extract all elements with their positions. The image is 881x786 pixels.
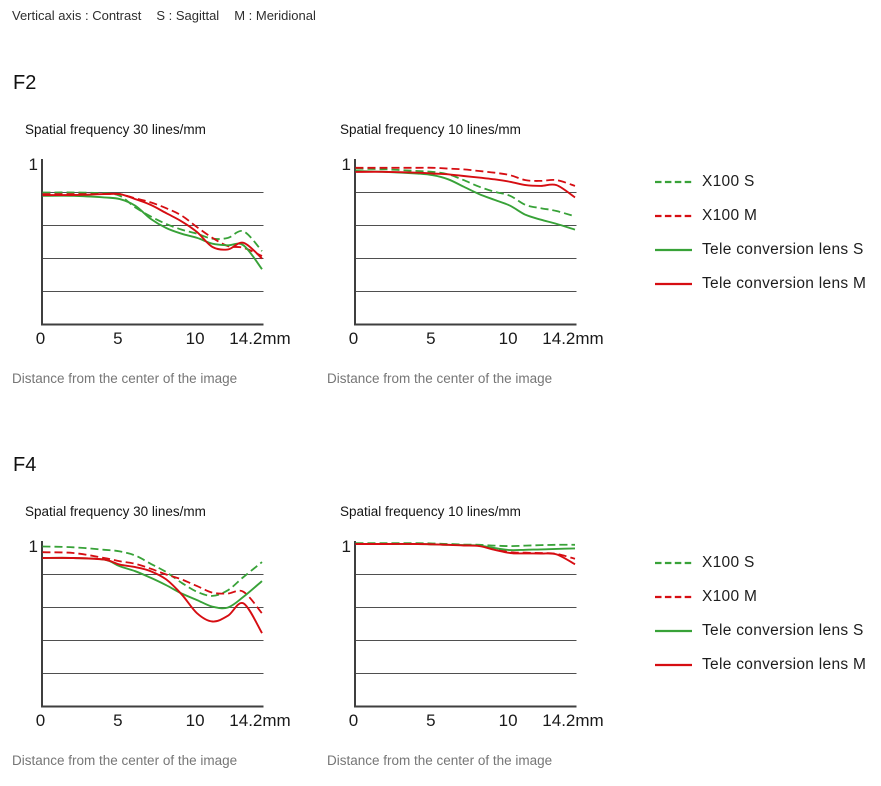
section-label-f4: F4 (13, 454, 37, 476)
x-tick-label-10: 10 (185, 329, 205, 348)
x-tick-label-5: 5 (113, 711, 123, 730)
curve-x100-s (355, 167, 576, 218)
axis-caption: Distance from the center of the image (327, 753, 553, 768)
legend-label: Tele conversion lens M (702, 656, 867, 673)
x-axis-ticks: 0 5 10 14.2mm (36, 711, 291, 733)
curve-tele-conversion-lens-m (42, 556, 263, 634)
chart-title: Spatial frequency 30 lines/mm (25, 504, 206, 519)
curve-tele-conversion-lens-s (42, 194, 263, 270)
x-tick-label-0: 0 (348, 329, 359, 348)
note-sagittal: S : Sagittal (156, 8, 220, 23)
y-axis-tick-label: 1 (341, 155, 351, 174)
legend-label: Tele conversion lens M (702, 275, 867, 292)
legend-item: Tele conversion lens M (655, 267, 881, 301)
curve-tele-conversion-lens-m (42, 192, 263, 260)
x-tick-label-14.2mm: 14.2mm (542, 329, 604, 348)
mtf-plot (41, 159, 264, 326)
curve-x100-m (42, 551, 263, 614)
x-tick-label-0: 0 (348, 711, 359, 730)
legend-label: Tele conversion lens S (702, 622, 864, 639)
legend-solid-green-line (655, 248, 692, 252)
axis-caption: Distance from the center of the image (12, 371, 238, 386)
y-axis-tick-label: 1 (28, 155, 38, 174)
x-tick-label-14.2mm: 14.2mm (229, 711, 291, 730)
curve-x100-s (42, 545, 263, 597)
legend-solid-red-line (655, 282, 692, 286)
chart-title: Spatial frequency 10 lines/mm (340, 122, 521, 137)
x-tick-label-10: 10 (498, 329, 518, 348)
legend-label: X100 M (702, 207, 758, 224)
mtf-plot (354, 541, 577, 708)
curve-x100-m (355, 166, 576, 187)
chart-title: Spatial frequency 30 lines/mm (25, 122, 206, 137)
x-tick-label-0: 0 (35, 329, 46, 348)
legend-item: X100 S (655, 165, 881, 199)
note-meridional: M : Meridional (234, 8, 316, 23)
x-tick-label-10: 10 (185, 711, 205, 730)
legend-dashed-green-line (655, 180, 692, 184)
legend-item: Tele conversion lens S (655, 614, 881, 648)
legend-item: X100 S (655, 546, 881, 580)
curve-x100-s (42, 191, 263, 252)
legend-label: X100 S (702, 554, 755, 571)
legend-label: Tele conversion lens S (702, 241, 864, 258)
note-contrast: Vertical axis : Contrast (12, 8, 142, 23)
axis-caption: Distance from the center of the image (12, 753, 238, 768)
axis-caption: Distance from the center of the image (327, 371, 553, 386)
legend-item: Tele conversion lens S (655, 233, 881, 267)
legend-item: X100 M (655, 580, 881, 614)
legend-solid-red-line (655, 663, 692, 667)
legend-dashed-red-line (655, 214, 692, 218)
x-tick-label-14.2mm: 14.2mm (229, 329, 291, 348)
legend: X100 S X100 M Tele conversion lens S Tele c… (655, 546, 881, 682)
curve-x100-m (42, 192, 263, 257)
x-tick-label-0: 0 (35, 711, 46, 730)
x-axis-ticks: 0 5 10 14.2mm (349, 711, 604, 733)
curve-tele-conversion-lens-m (355, 543, 576, 566)
legend-solid-green-line (655, 629, 692, 633)
legend-item: X100 M (655, 199, 881, 233)
legend: X100 S X100 M Tele conversion lens S Tele c… (655, 165, 881, 301)
curve-tele-conversion-lens-m (355, 170, 576, 199)
mtf-plot (354, 159, 577, 326)
legend-label: X100 S (702, 173, 755, 190)
legend-label: X100 M (702, 588, 758, 605)
legend-dashed-red-line (655, 595, 692, 599)
y-axis-tick-label: 1 (28, 537, 38, 556)
mtf-plot (41, 541, 264, 708)
x-tick-label-14.2mm: 14.2mm (542, 711, 604, 730)
x-axis-ticks: 0 5 10 14.2mm (349, 329, 604, 351)
x-tick-label-5: 5 (426, 329, 436, 348)
x-tick-label-5: 5 (113, 329, 123, 348)
x-tick-label-5: 5 (426, 711, 436, 730)
legend-item: Tele conversion lens M (655, 648, 881, 682)
legend-dashed-green-line (655, 561, 692, 565)
axis-explanation-note: Vertical axis : Contrast S : Sagittal M : … (12, 8, 331, 23)
chart-title: Spatial frequency 10 lines/mm (340, 504, 521, 519)
y-axis-tick-label: 1 (341, 537, 351, 556)
x-tick-label-10: 10 (498, 711, 518, 730)
x-axis-ticks: 0 5 10 14.2mm (36, 329, 291, 351)
section-label-f2: F2 (13, 72, 37, 94)
